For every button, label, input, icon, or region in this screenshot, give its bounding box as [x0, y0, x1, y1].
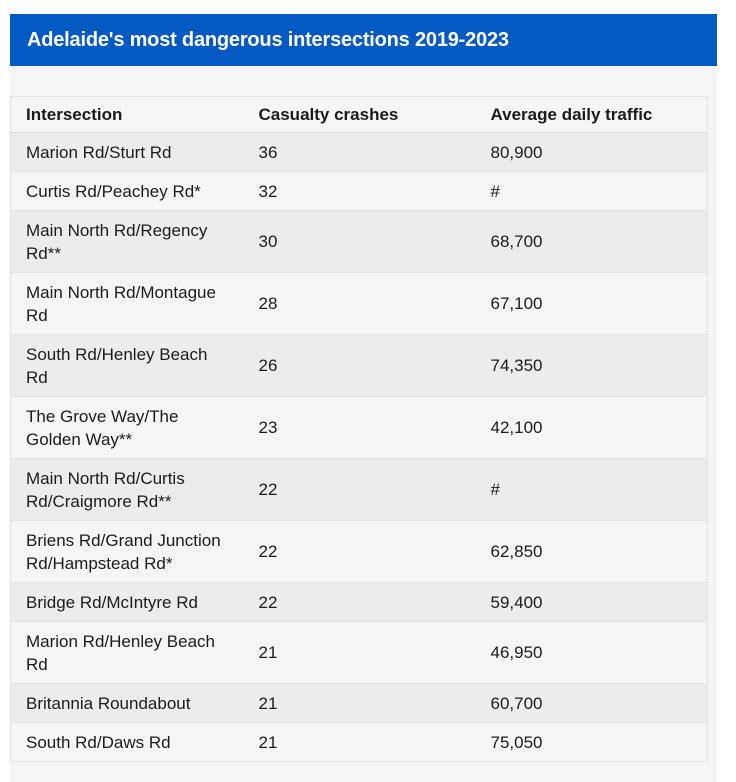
table-row: South Rd/Henley Beach Rd 26 74,350 — [10, 334, 708, 397]
data-table: Intersection Casualty crashes Average da… — [10, 96, 708, 762]
table-row: Britannia Roundabout 21 60,700 — [10, 683, 708, 723]
average-daily-traffic-cell: 67,100 — [475, 272, 708, 335]
table-row: Main North Rd/Montague Rd 28 67,100 — [10, 272, 708, 335]
average-daily-traffic-cell: 60,700 — [475, 683, 708, 723]
casualty-crashes-cell: 32 — [243, 171, 476, 211]
intersection-cell: Briens Rd/Grand Junction Rd/Hampstead Rd… — [10, 520, 244, 583]
casualty-crashes-cell: 21 — [243, 683, 476, 723]
table-row: Marion Rd/Sturt Rd 36 80,900 — [10, 132, 708, 172]
intersection-cell: The Grove Way/The Golden Way** — [10, 396, 244, 459]
average-daily-traffic-cell: 62,850 — [475, 520, 708, 583]
casualty-crashes-cell: 26 — [243, 334, 476, 397]
intersection-cell: South Rd/Henley Beach Rd — [10, 334, 244, 397]
average-daily-traffic-cell: 80,900 — [475, 132, 708, 172]
table-row: Curtis Rd/Peachey Rd* 32 # — [10, 171, 708, 211]
page-title: Adelaide's most dangerous intersections … — [27, 29, 509, 51]
column-header-intersection: Intersection — [10, 96, 244, 133]
average-daily-traffic-cell: 75,050 — [475, 722, 708, 762]
table-body: Marion Rd/Sturt Rd 36 80,900 Curtis Rd/P… — [10, 132, 708, 762]
intersection-cell: Main North Rd/Montague Rd — [10, 272, 244, 335]
table-row: The Grove Way/The Golden Way** 23 42,100 — [10, 396, 708, 459]
table-row: Main North Rd/Curtis Rd/Craigmore Rd** 2… — [10, 458, 708, 521]
intersection-cell: Marion Rd/Henley Beach Rd — [10, 621, 244, 684]
table-container: Intersection Casualty crashes Average da… — [10, 66, 717, 782]
intersection-cell: Main North Rd/Regency Rd** — [10, 210, 244, 273]
casualty-crashes-cell: 21 — [243, 621, 476, 684]
column-header-average-daily-traffic: Average daily traffic — [475, 96, 708, 133]
intersection-cell: Britannia Roundabout — [10, 683, 244, 723]
table-row: Main North Rd/Regency Rd** 30 68,700 — [10, 210, 708, 273]
title-bar: Adelaide's most dangerous intersections … — [10, 14, 717, 66]
casualty-crashes-cell: 36 — [243, 132, 476, 172]
intersection-cell: South Rd/Daws Rd — [10, 722, 244, 762]
table-row: Briens Rd/Grand Junction Rd/Hampstead Rd… — [10, 520, 708, 583]
table-header-row: Intersection Casualty crashes Average da… — [10, 96, 708, 133]
average-daily-traffic-cell: # — [475, 458, 708, 521]
average-daily-traffic-cell: 59,400 — [475, 582, 708, 622]
casualty-crashes-cell: 22 — [243, 582, 476, 622]
average-daily-traffic-cell: 74,350 — [475, 334, 708, 397]
table-row: Marion Rd/Henley Beach Rd 21 46,950 — [10, 621, 708, 684]
average-daily-traffic-cell: 46,950 — [475, 621, 708, 684]
intersection-table-widget: Adelaide's most dangerous intersections … — [10, 14, 717, 782]
average-daily-traffic-cell: # — [475, 171, 708, 211]
table-row: Bridge Rd/McIntyre Rd 22 59,400 — [10, 582, 708, 622]
intersection-cell: Bridge Rd/McIntyre Rd — [10, 582, 244, 622]
casualty-crashes-cell: 21 — [243, 722, 476, 762]
casualty-crashes-cell: 23 — [243, 396, 476, 459]
table-row: South Rd/Daws Rd 21 75,050 — [10, 722, 708, 762]
intersection-cell: Marion Rd/Sturt Rd — [10, 132, 244, 172]
page: { "title_bar": { "title": "Adelaide's mo… — [10, 14, 717, 762]
average-daily-traffic-cell: 68,700 — [475, 210, 708, 273]
column-header-casualty-crashes: Casualty crashes — [243, 96, 476, 133]
casualty-crashes-cell: 30 — [243, 210, 476, 273]
casualty-crashes-cell: 28 — [243, 272, 476, 335]
intersection-cell: Main North Rd/Curtis Rd/Craigmore Rd** — [10, 458, 244, 521]
average-daily-traffic-cell: 42,100 — [475, 396, 708, 459]
casualty-crashes-cell: 22 — [243, 458, 476, 521]
intersection-cell: Curtis Rd/Peachey Rd* — [10, 171, 244, 211]
casualty-crashes-cell: 22 — [243, 520, 476, 583]
